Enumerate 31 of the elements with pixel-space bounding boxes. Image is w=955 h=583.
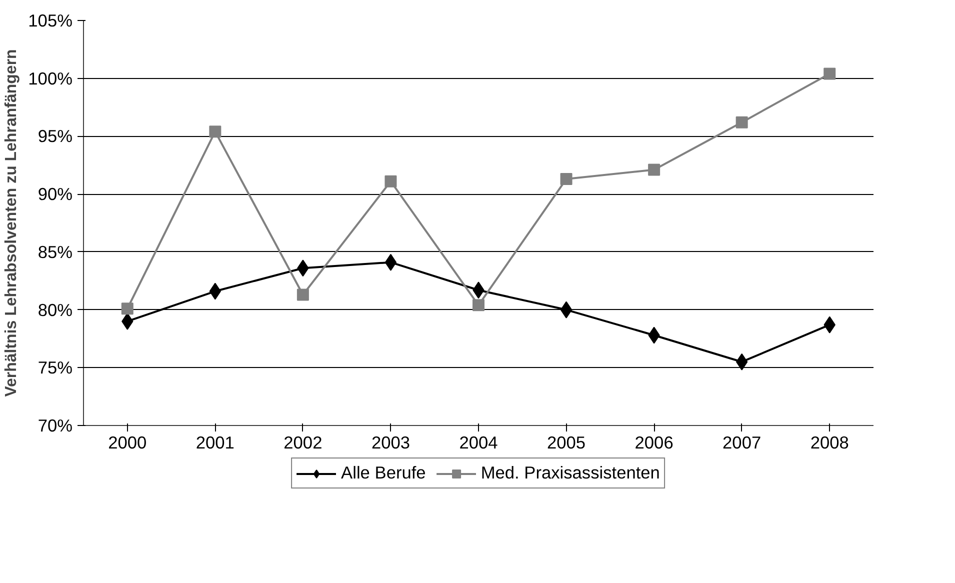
point bbox=[472, 299, 484, 312]
point bbox=[560, 301, 572, 318]
x-tick-label: 2002 bbox=[284, 432, 322, 452]
legend-label: Alle Berufe bbox=[341, 462, 426, 484]
point bbox=[296, 288, 309, 301]
y-tick-label: 90% bbox=[38, 184, 73, 204]
y-tick-label: 85% bbox=[38, 242, 73, 262]
y-tick-label: 80% bbox=[38, 300, 73, 320]
y-axis-title: Verhältnis Lehrabsolventen zu Lehranfängern bbox=[3, 49, 20, 397]
x-tick-label: 2007 bbox=[722, 432, 762, 452]
x-tick-label: 2005 bbox=[547, 432, 586, 452]
point bbox=[209, 126, 222, 138]
x-tick-label: 2008 bbox=[810, 432, 849, 452]
x-tick-label: 2006 bbox=[634, 432, 674, 452]
point bbox=[121, 302, 134, 315]
y-tick-label: 70% bbox=[38, 416, 73, 436]
legend-label: Med. Praxisassistenten bbox=[480, 462, 660, 484]
y-tick-label: 95% bbox=[38, 126, 73, 146]
x-tick-label: 2003 bbox=[371, 432, 410, 452]
point bbox=[560, 173, 572, 186]
x-tick-label: 2004 bbox=[459, 432, 498, 452]
point bbox=[736, 116, 748, 128]
point bbox=[384, 254, 397, 271]
y-tick-label: 100% bbox=[28, 68, 73, 88]
x-tick-label: 2000 bbox=[108, 432, 147, 452]
y-tick-label: 75% bbox=[38, 358, 73, 378]
x-tick-label: 2001 bbox=[196, 432, 234, 452]
point bbox=[648, 164, 660, 176]
point bbox=[824, 68, 836, 80]
y-tick-label: 105% bbox=[28, 10, 73, 30]
point bbox=[384, 175, 397, 188]
